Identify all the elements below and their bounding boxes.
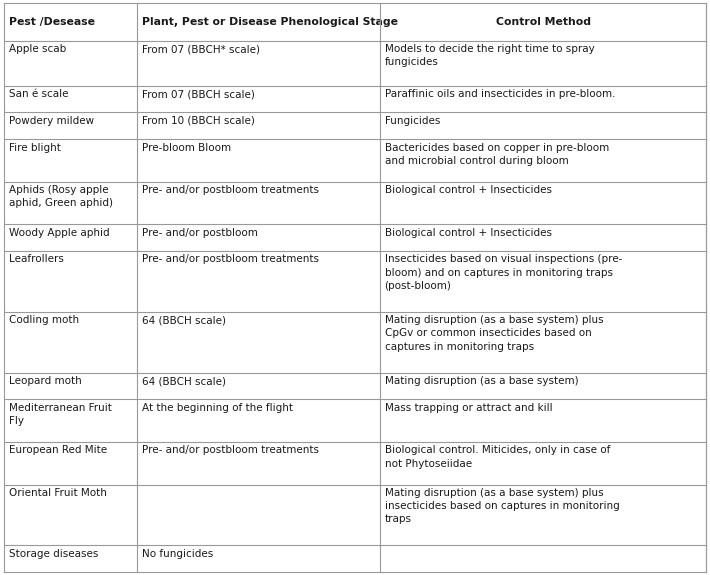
Text: Insecticides based on visual inspections (pre-
bloom) and on captures in monitor: Insecticides based on visual inspections…: [385, 255, 622, 291]
Text: Mating disruption (as a base system) plus
CpGv or common insecticides based on
c: Mating disruption (as a base system) plu…: [385, 315, 604, 352]
Text: Oriental Fruit Moth: Oriental Fruit Moth: [9, 488, 106, 498]
Text: Pre- and/or postbloom treatments: Pre- and/or postbloom treatments: [142, 446, 319, 455]
Text: 64 (BBCH scale): 64 (BBCH scale): [142, 315, 226, 325]
Text: Aphids (Rosy apple
aphid, Green aphid): Aphids (Rosy apple aphid, Green aphid): [9, 185, 112, 208]
Text: Leafrollers: Leafrollers: [9, 255, 63, 264]
Text: Pest /Desease: Pest /Desease: [9, 17, 94, 26]
Text: Fire blight: Fire blight: [9, 143, 60, 152]
Text: No fungicides: No fungicides: [142, 549, 213, 559]
Text: Storage diseases: Storage diseases: [9, 549, 98, 559]
Text: Plant, Pest or Disease Phenological Stage: Plant, Pest or Disease Phenological Stag…: [142, 17, 398, 26]
Text: San é scale: San é scale: [9, 89, 68, 99]
Text: Mating disruption (as a base system) plus
insecticides based on captures in moni: Mating disruption (as a base system) plu…: [385, 488, 619, 524]
Text: From 07 (BBCH scale): From 07 (BBCH scale): [142, 89, 255, 99]
Text: Paraffinic oils and insecticides in pre-bloom.: Paraffinic oils and insecticides in pre-…: [385, 89, 615, 99]
Text: Control Method: Control Method: [496, 17, 591, 26]
Text: Woody Apple aphid: Woody Apple aphid: [9, 228, 109, 237]
Text: Codling moth: Codling moth: [9, 315, 79, 325]
Text: Pre-bloom Bloom: Pre-bloom Bloom: [142, 143, 231, 152]
Text: Biological control. Miticides, only in case of
not Phytoseiidae: Biological control. Miticides, only in c…: [385, 446, 610, 469]
Text: European Red Mite: European Red Mite: [9, 446, 106, 455]
Text: Pre- and/or postbloom treatments: Pre- and/or postbloom treatments: [142, 185, 319, 195]
Text: From 10 (BBCH scale): From 10 (BBCH scale): [142, 116, 255, 126]
Text: Pre- and/or postbloom: Pre- and/or postbloom: [142, 228, 258, 237]
Text: At the beginning of the flight: At the beginning of the flight: [142, 403, 293, 413]
Text: Biological control + Insecticides: Biological control + Insecticides: [385, 185, 552, 195]
Text: Powdery mildew: Powdery mildew: [9, 116, 94, 126]
Text: 64 (BBCH scale): 64 (BBCH scale): [142, 376, 226, 386]
Text: Mating disruption (as a base system): Mating disruption (as a base system): [385, 376, 578, 386]
Text: Pre- and/or postbloom treatments: Pre- and/or postbloom treatments: [142, 255, 319, 264]
Text: Mass trapping or attract and kill: Mass trapping or attract and kill: [385, 403, 552, 413]
Text: Fungicides: Fungicides: [385, 116, 440, 126]
Text: Apple scab: Apple scab: [9, 44, 66, 54]
Text: Models to decide the right time to spray
fungicides: Models to decide the right time to spray…: [385, 44, 594, 67]
Text: Biological control + Insecticides: Biological control + Insecticides: [385, 228, 552, 237]
Text: Mediterranean Fruit
Fly: Mediterranean Fruit Fly: [9, 403, 111, 426]
Text: From 07 (BBCH* scale): From 07 (BBCH* scale): [142, 44, 260, 54]
Text: Bactericides based on copper in pre-bloom
and microbial control during bloom: Bactericides based on copper in pre-bloo…: [385, 143, 608, 166]
Text: Leopard moth: Leopard moth: [9, 376, 81, 386]
